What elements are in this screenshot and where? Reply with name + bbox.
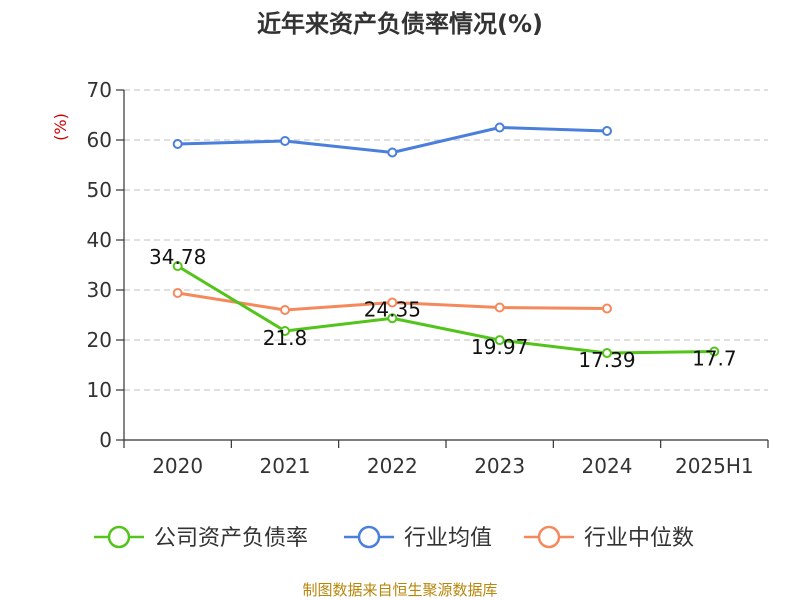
legend-item: 行业均值	[344, 525, 492, 551]
legend: 公司资产负债率 行业均值 行业中位数	[94, 525, 694, 551]
y-tick-label: 70	[87, 78, 112, 102]
data-point	[602, 303, 612, 314]
data-label: 17.7	[692, 347, 737, 371]
data-point	[280, 305, 290, 315]
series-3	[172, 288, 612, 315]
legend-marker	[537, 525, 561, 549]
legend-item: 公司资产负债率	[94, 525, 308, 551]
data-point	[172, 288, 183, 298]
x-tick-label: 2025H1	[675, 454, 754, 478]
chart-title: 近年来资产负债率情况(%)	[257, 10, 543, 38]
legend-label: 公司资产负债率	[154, 526, 308, 551]
data-label: 17.39	[578, 348, 635, 372]
axes: 0 10 20 30 40 50 60 70 2020 2021 2022 2023 2024 2025H…	[87, 78, 769, 478]
data-point	[602, 126, 612, 136]
data-label: 24.35	[364, 297, 421, 321]
series-layer	[172, 122, 720, 359]
legend-marker	[107, 525, 131, 549]
data-point	[494, 122, 505, 133]
data-point	[280, 326, 290, 336]
y-tick-label: 0	[99, 428, 112, 452]
series-2	[172, 122, 612, 158]
data-point	[387, 313, 398, 324]
data-point	[602, 348, 612, 359]
series-line	[176, 264, 716, 355]
x-tick-label: 2021	[260, 454, 311, 478]
data-point	[387, 297, 398, 308]
y-axis-unit: (%)	[51, 113, 70, 141]
grid-lines	[124, 89, 768, 391]
legend-label: 行业均值	[404, 526, 492, 551]
data-label: 19.97	[471, 335, 528, 359]
data-label: 34.78	[149, 245, 206, 269]
data-point	[280, 136, 290, 146]
x-tick-label: 2024	[582, 454, 633, 478]
legend-item: 行业中位数	[524, 525, 694, 551]
y-tick-label: 40	[87, 228, 112, 252]
data-point	[387, 147, 398, 158]
y-tick-label: 10	[87, 378, 112, 402]
data-point	[494, 302, 505, 313]
data-point	[494, 335, 505, 346]
data-labels: 34.78 21.8 24.35 19.97 17.39 17.7	[149, 245, 737, 372]
data-point	[172, 261, 183, 272]
y-tick-label: 60	[87, 128, 112, 152]
legend-marker	[357, 525, 381, 549]
data-point	[172, 139, 183, 149]
x-tick-label: 2023	[474, 454, 525, 478]
data-label: 21.8	[263, 326, 308, 350]
source-note: 制图数据来自恒生聚源数据库	[302, 581, 497, 599]
y-tick-label: 50	[87, 178, 112, 202]
series-1	[172, 261, 720, 359]
y-tick-label: 20	[87, 328, 112, 352]
legend-label: 行业中位数	[584, 526, 694, 551]
data-point	[709, 346, 720, 357]
x-tick-label: 2020	[152, 454, 203, 478]
y-tick-label: 30	[87, 278, 112, 302]
x-tick-label: 2022	[367, 454, 418, 478]
